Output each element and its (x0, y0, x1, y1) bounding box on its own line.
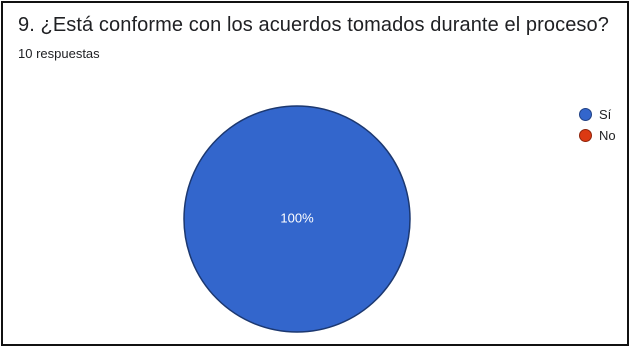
response-count: 10 respuestas (18, 46, 100, 61)
pie-slice-si[interactable] (183, 105, 411, 333)
pie-slice-label-si: 100% (280, 210, 314, 225)
legend-swatch-si (579, 108, 592, 121)
legend-swatch-no (579, 129, 592, 142)
question-title: 9. ¿Está conforme con los acuerdos tomad… (18, 14, 609, 36)
legend-label-no: No (599, 128, 616, 143)
legend-label-si: Sí (599, 107, 612, 122)
chart-legend: Sí No (579, 104, 616, 146)
legend-item-si[interactable]: Sí (579, 104, 616, 125)
legend-item-no[interactable]: No (579, 125, 616, 146)
